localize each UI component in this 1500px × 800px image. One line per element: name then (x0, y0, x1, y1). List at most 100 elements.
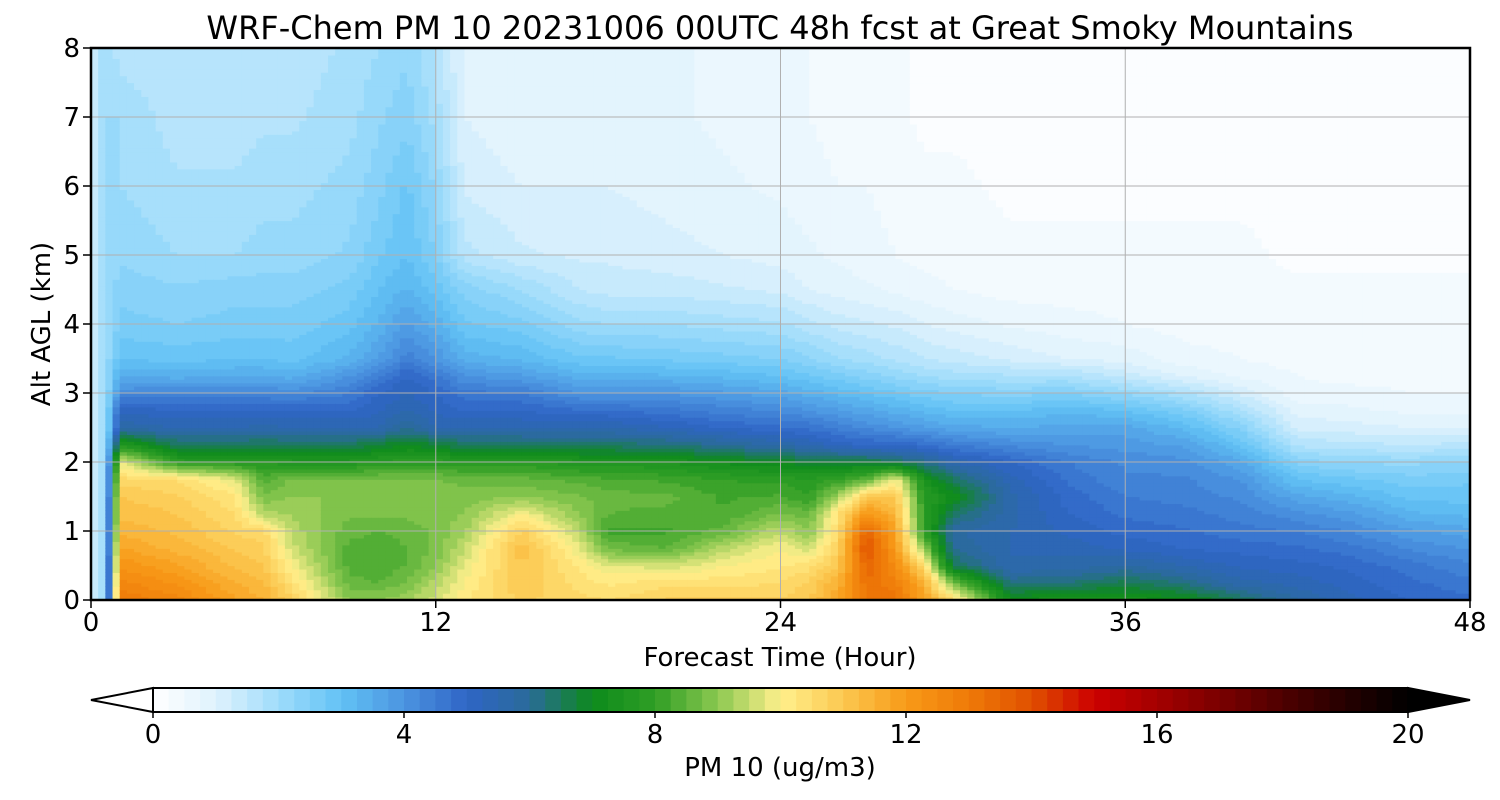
contour-cell (242, 514, 250, 518)
contour-cell (256, 490, 264, 494)
contour-cell (206, 172, 214, 176)
contour-cell (127, 290, 135, 294)
contour-cell (148, 51, 156, 55)
contour-cell (263, 89, 271, 93)
contour-cell (134, 400, 142, 404)
contour-cell (184, 407, 192, 411)
contour-cell (199, 86, 207, 90)
contour-cell (227, 224, 235, 228)
contour-cell (134, 290, 142, 294)
contour-cell (134, 566, 142, 570)
contour-cell (148, 179, 156, 183)
contour-cell (141, 590, 149, 594)
contour-cell (292, 359, 300, 363)
contour-cell (127, 393, 135, 397)
contour-cell (141, 469, 149, 473)
contour-cell (113, 176, 121, 180)
contour-cell (299, 279, 307, 283)
contour-cell (134, 145, 142, 149)
contour-cell (105, 89, 113, 93)
contour-cell (235, 359, 243, 363)
contour-cell (285, 424, 293, 428)
contour-cell (199, 172, 207, 176)
contour-cell (170, 521, 178, 525)
contour-cell (156, 472, 164, 476)
contour-cell (120, 303, 128, 307)
contour-cell (199, 272, 207, 276)
contour-cell (141, 193, 149, 197)
contour-cell (148, 338, 156, 342)
contour-cell (141, 452, 149, 456)
contour-cell (134, 131, 142, 135)
contour-cell (127, 120, 135, 124)
contour-cell (213, 369, 221, 373)
contour-cell (199, 283, 207, 287)
contour-cell (235, 545, 243, 549)
contour-cell (156, 534, 164, 538)
contour-cell (163, 507, 171, 511)
contour-cell (148, 58, 156, 62)
contour-cell (184, 89, 192, 93)
contour-cell (242, 155, 250, 159)
contour-cell (134, 500, 142, 504)
contour-cell (271, 296, 279, 300)
contour-cell (148, 162, 156, 166)
contour-cell (263, 393, 271, 397)
contour-cell (141, 396, 149, 400)
contour-cell (285, 531, 293, 535)
contour-cell (278, 369, 286, 373)
contour-cell (299, 238, 307, 242)
contour-cell (227, 403, 235, 407)
contour-cell (306, 120, 314, 124)
contour-cell (285, 193, 293, 197)
contour-cell (156, 548, 164, 552)
contour-cell (299, 162, 307, 166)
contour-cell (184, 538, 192, 542)
contour-cell (242, 221, 250, 225)
contour-cell (271, 307, 279, 311)
contour-cell (227, 431, 235, 435)
contour-cell (263, 110, 271, 114)
contour-cell (213, 434, 221, 438)
contour-cell (192, 555, 200, 559)
contour-cell (127, 576, 135, 580)
contour-cell (134, 110, 142, 114)
contour-cell (192, 255, 200, 259)
contour-cell (306, 448, 314, 452)
contour-cell (299, 545, 307, 549)
contour-cell (148, 566, 156, 570)
contour-cell (127, 283, 135, 287)
contour-cell (213, 310, 221, 314)
contour-cell (306, 203, 314, 207)
contour-cell (285, 497, 293, 501)
contour-cell (113, 403, 121, 407)
contour-cell (141, 107, 149, 111)
contour-cell (163, 486, 171, 490)
contour-cell (271, 521, 279, 525)
contour-cell (235, 248, 243, 252)
contour-cell (242, 310, 250, 314)
contour-cell (170, 258, 178, 262)
contour-cell (177, 365, 185, 369)
contour-cell (98, 428, 106, 432)
contour-cell (127, 334, 135, 338)
contour-cell (184, 296, 192, 300)
contour-cell (156, 227, 164, 231)
contour-cell (184, 469, 192, 473)
contour-cell (292, 255, 300, 259)
contour-cell (249, 396, 257, 400)
contour-cell (256, 497, 264, 501)
contour-cell (199, 103, 207, 107)
contour-cell (192, 431, 200, 435)
contour-cell (220, 431, 228, 435)
contour-cell (263, 469, 271, 473)
contour-cell (113, 186, 121, 190)
contour-cell (256, 355, 264, 359)
contour-cell (285, 428, 293, 432)
contour-cell (235, 314, 243, 318)
contour-cell (156, 517, 164, 521)
contour-cell (213, 127, 221, 131)
contour-cell (256, 362, 264, 366)
contour-cell (292, 445, 300, 449)
contour-cell (199, 120, 207, 124)
